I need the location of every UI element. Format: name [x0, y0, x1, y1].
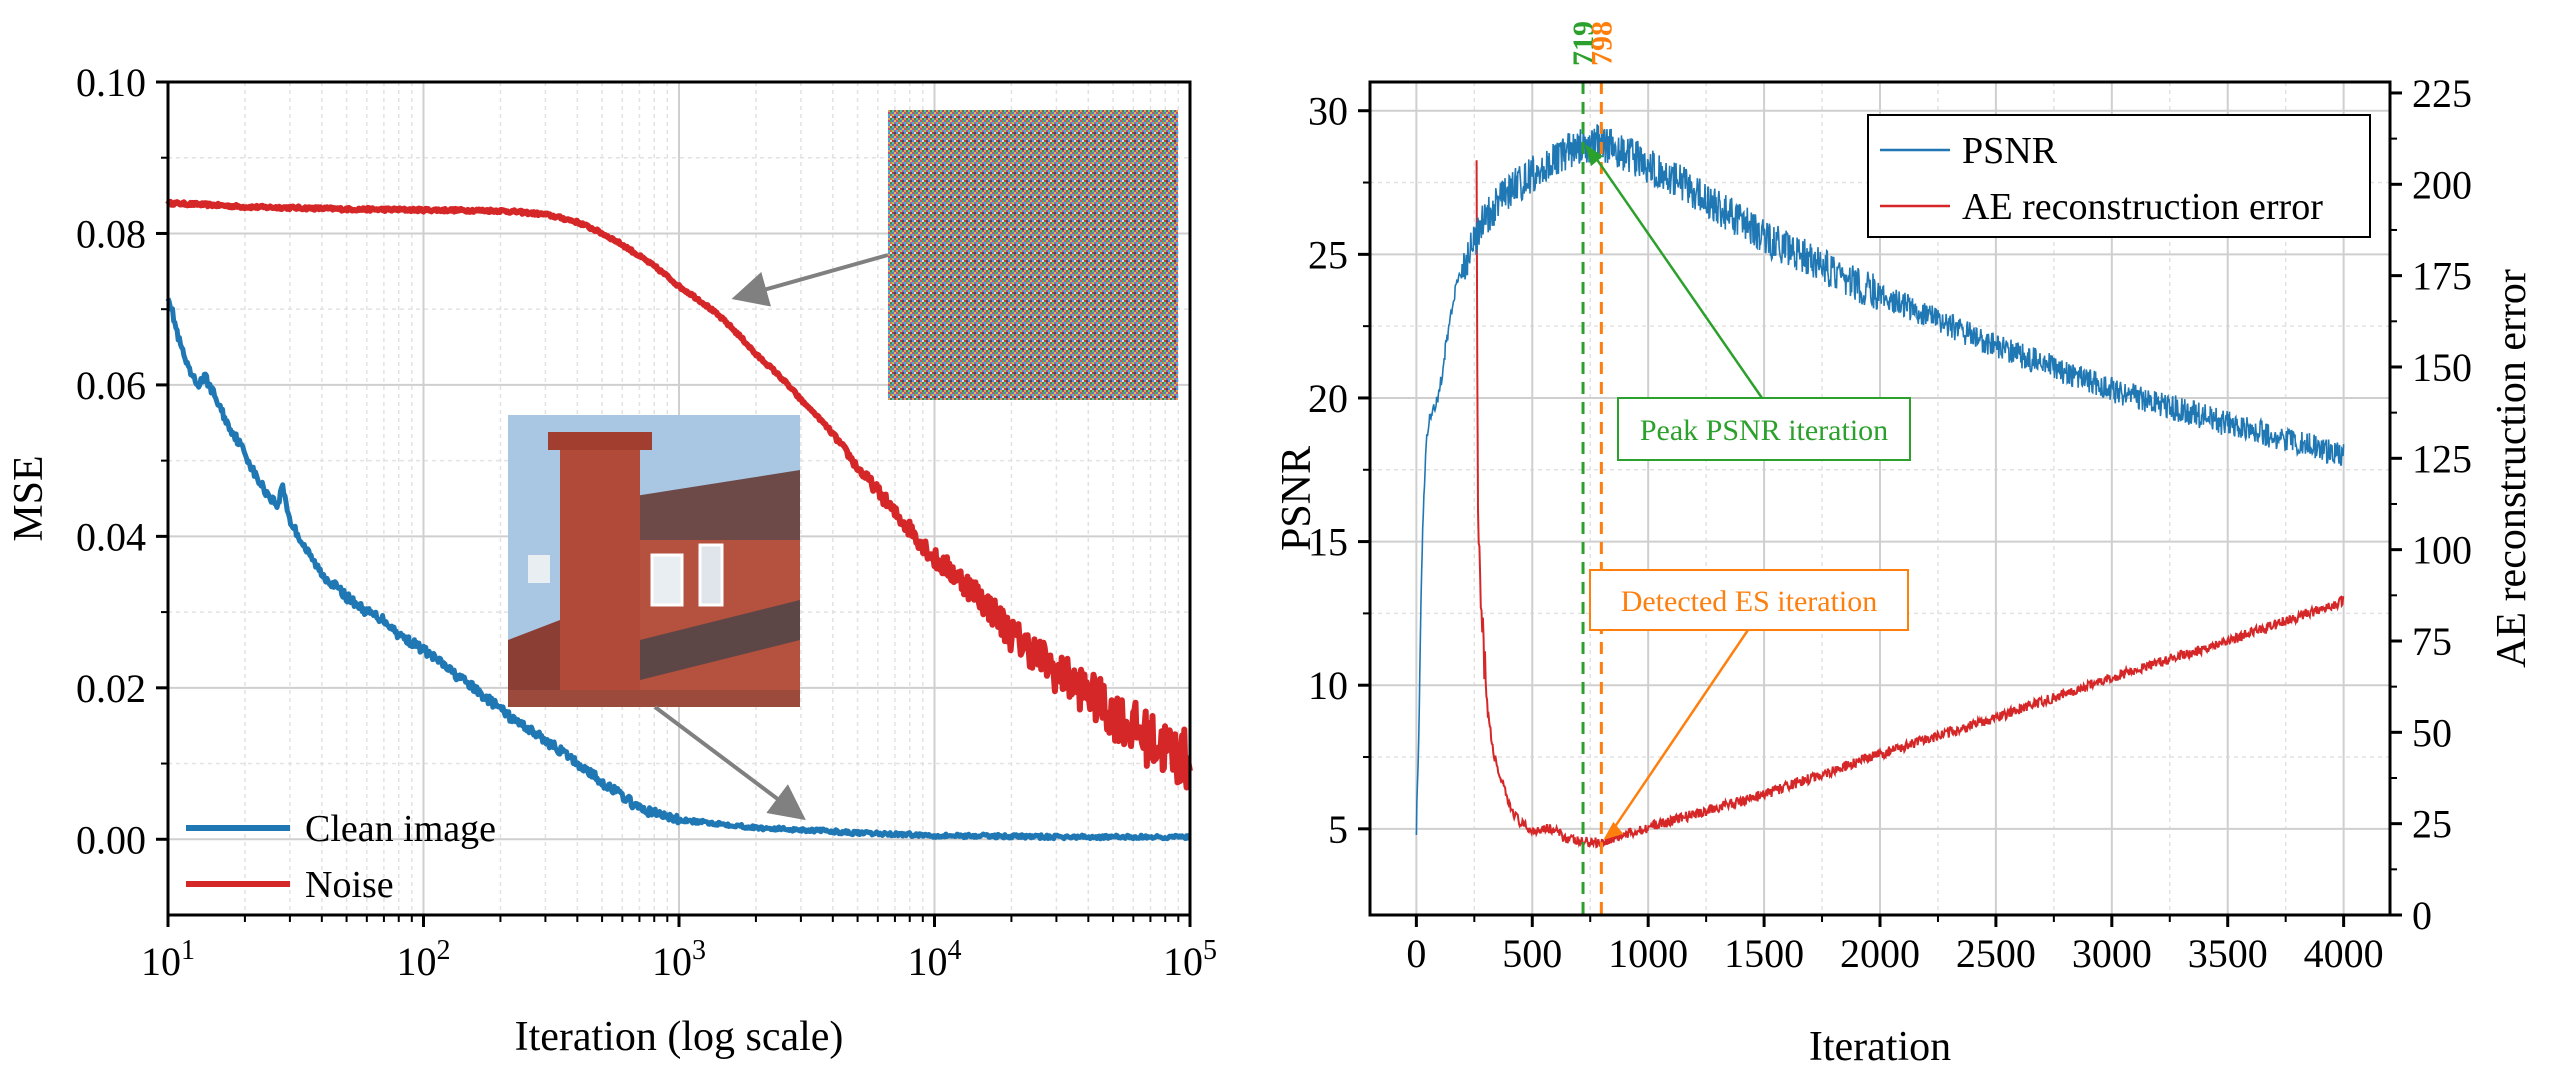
- arrow-to-noise: [731, 253, 889, 307]
- x-tick-label: 1000: [1608, 931, 1688, 976]
- y-tick-label: 0.08: [76, 211, 146, 256]
- y-axis-label: PSNR: [1274, 446, 1320, 551]
- y-tick-label: 30: [1308, 89, 1348, 134]
- arrow-to-clean: [653, 705, 806, 821]
- y-tick-label: 5: [1328, 807, 1348, 852]
- y2-tick-label: 0: [2412, 893, 2432, 938]
- y2-tick-label: 125: [2412, 436, 2472, 481]
- y-tick-label: 0.04: [76, 514, 146, 559]
- series-line-ae-reconstruction-error: [1475, 160, 2345, 849]
- annotation-box-peak-psnr: [1617, 397, 1911, 461]
- legend-label-ae-reconstruction-error: AE reconstruction error: [1962, 186, 2323, 228]
- y-tick-label: 0.10: [76, 60, 146, 105]
- vline-label-798: 798: [1585, 21, 1618, 66]
- x-tick-label: 4000: [2304, 931, 2384, 976]
- y2-tick-label: 75: [2412, 619, 2452, 664]
- series-line-clean-image: [165, 297, 1192, 842]
- x-tick-label: 0: [1406, 931, 1426, 976]
- y2-tick-label: 25: [2412, 802, 2452, 847]
- annotation-arrow-detected-es: [1606, 629, 1750, 839]
- y-tick-label: 0.02: [76, 666, 146, 711]
- vline-label-719: 719: [1567, 21, 1600, 66]
- mse-chart: 0.00 0.02 0.04 0.06 0.08 0.10 101 102 103 104 105 I…: [6, 60, 1217, 1060]
- y-tick-label: 10: [1308, 663, 1348, 708]
- x-tick-label: 103: [652, 935, 706, 984]
- y2-tick-label: 225: [2412, 71, 2472, 116]
- house-image: [508, 415, 800, 707]
- x-tick-label: 2000: [1840, 931, 1920, 976]
- legend-label-noise: Noise: [305, 864, 394, 906]
- y-tick-label: 0.00: [76, 817, 146, 862]
- y-axis-label: MSE: [6, 455, 52, 541]
- legend-label-psnr: PSNR: [1962, 130, 2058, 172]
- x-tick-label: 500: [1502, 931, 1562, 976]
- y-tick-label: 0.06: [76, 363, 146, 408]
- series-line-noise: [165, 198, 1193, 791]
- x-tick-label: 1500: [1724, 931, 1804, 976]
- annotation-arrowhead-detected-es: [1603, 821, 1624, 840]
- x-tick-label: 105: [1163, 935, 1217, 984]
- y2-tick-label: 50: [2412, 710, 2452, 755]
- x-tick-label: 104: [908, 935, 962, 984]
- y-tick-label: 15: [1308, 520, 1348, 565]
- annotation-arrowhead-peak-psnr: [1585, 144, 1604, 167]
- y-tick-label: 20: [1308, 376, 1348, 421]
- x-tick-label: 2500: [1956, 931, 2036, 976]
- annotation-arrow-peak-psnr: [1588, 147, 1764, 399]
- legend-label-clean-image: Clean image: [305, 808, 496, 850]
- x-tick-label: 3500: [2188, 931, 2268, 976]
- y-tick-label: 25: [1308, 232, 1348, 277]
- noise-image: [888, 110, 1178, 400]
- annotation-label-detected-es: Detected ES iteration: [1621, 585, 1878, 618]
- annotation-label-peak-psnr: Peak PSNR iteration: [1640, 414, 1888, 447]
- y2-tick-label: 100: [2412, 528, 2472, 573]
- legend-box: [1867, 114, 2371, 238]
- annotation-box-detected-es: [1589, 569, 1909, 631]
- series-line-psnr: [1415, 124, 2345, 836]
- x-tick-label: 101: [141, 935, 195, 984]
- x-tick-label: 3000: [2072, 931, 2152, 976]
- x-axis-label: Iteration: [1809, 1024, 1951, 1070]
- y2-tick-label: 200: [2412, 162, 2472, 207]
- y2-tick-label: 150: [2412, 345, 2472, 390]
- y2-tick-label: 175: [2412, 254, 2472, 299]
- y2-axis-label: AE reconstruction error: [2489, 269, 2535, 668]
- x-axis-label: Iteration (log scale): [515, 1014, 844, 1060]
- x-tick-label: 102: [397, 935, 451, 984]
